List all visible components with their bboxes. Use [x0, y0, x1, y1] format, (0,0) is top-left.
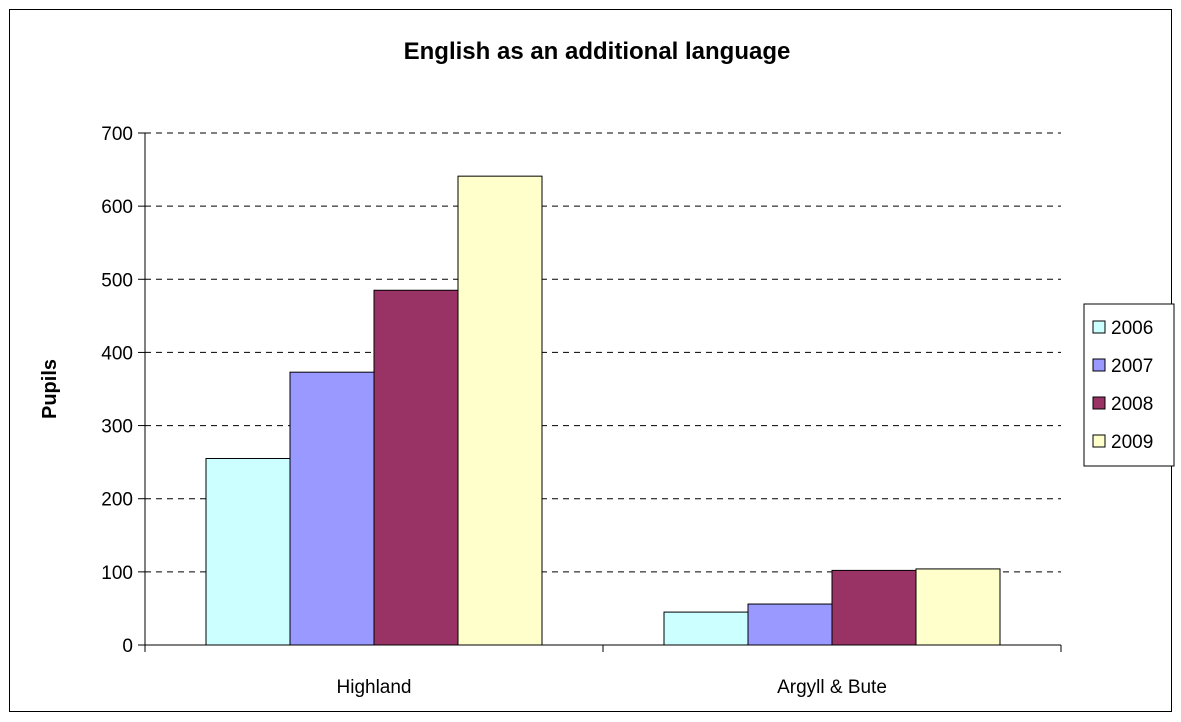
y-tick-label: 0	[122, 636, 133, 657]
y-axis-title: Pupils	[39, 359, 61, 419]
y-tick-label: 700	[101, 124, 133, 145]
legend-swatch	[1092, 320, 1106, 334]
legend-swatch	[1092, 396, 1106, 410]
axes: 0 100 200 300 400 500 600 700 Highland Argyll & B…	[101, 124, 1062, 698]
y-tick-label: 200	[101, 490, 133, 511]
bars	[205, 175, 1001, 646]
bar-2008-argyll-bute	[831, 569, 917, 646]
bar-2006-highland	[205, 457, 291, 646]
legend-label: 2007	[1111, 356, 1153, 377]
y-tick-label: 100	[101, 563, 133, 584]
y-tick-label: 300	[101, 417, 133, 438]
x-category-label: Highland	[337, 677, 412, 698]
legend-swatch	[1092, 434, 1106, 448]
bar-2006-argyll-bute	[663, 611, 749, 646]
bar-2007-argyll-bute	[747, 603, 833, 646]
chart-title: English as an additional language	[404, 38, 791, 65]
bar-2008-highland	[373, 289, 459, 646]
y-tick-label: 500	[101, 270, 133, 291]
bar-2007-highland	[289, 371, 375, 646]
bar-2009-argyll-bute	[915, 568, 1001, 646]
legend-label: 2009	[1111, 432, 1153, 453]
legend-label: 2006	[1111, 318, 1153, 339]
x-category-label: Argyll & Bute	[777, 677, 887, 698]
legend-label: 2008	[1111, 394, 1153, 415]
legend-swatch	[1092, 358, 1106, 372]
legend: 2006 2007 2008 2009	[1083, 303, 1175, 467]
bar-2009-highland	[457, 175, 543, 646]
y-tick-label: 600	[101, 197, 133, 218]
y-tick-label: 400	[101, 343, 133, 364]
